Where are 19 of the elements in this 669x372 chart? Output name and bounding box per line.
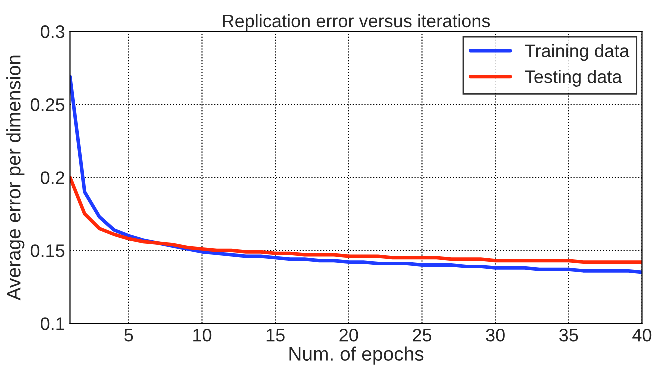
legend-label: Testing data bbox=[525, 70, 622, 87]
line-series bbox=[70, 176, 642, 264]
x-tick-label: 35 bbox=[560, 328, 578, 342]
x-tick-label: 5 bbox=[124, 329, 134, 342]
x-tick-label: 20 bbox=[340, 328, 358, 342]
x-tick-label: 15 bbox=[266, 329, 285, 342]
y-axis-title: Average error per dimension bbox=[6, 56, 25, 301]
y-tick-label: 0.3 bbox=[40, 26, 65, 38]
x-tick-label: 30 bbox=[486, 328, 505, 342]
legend-label: Training data bbox=[525, 44, 630, 62]
y-tick-label: 0.1 bbox=[40, 318, 65, 330]
x-tick-label: 10 bbox=[194, 328, 212, 342]
x-axis-title: Num. of epochs bbox=[290, 346, 424, 365]
x-tick-label: 40 bbox=[632, 328, 652, 342]
y-tick-label: 0.25 bbox=[30, 98, 65, 112]
x-tick-label: 25 bbox=[413, 328, 432, 342]
y-tick-label: 0.15 bbox=[30, 244, 65, 258]
chart-title: Replication error versus iterations bbox=[223, 14, 490, 32]
y-tick-label: 0.2 bbox=[40, 172, 64, 184]
